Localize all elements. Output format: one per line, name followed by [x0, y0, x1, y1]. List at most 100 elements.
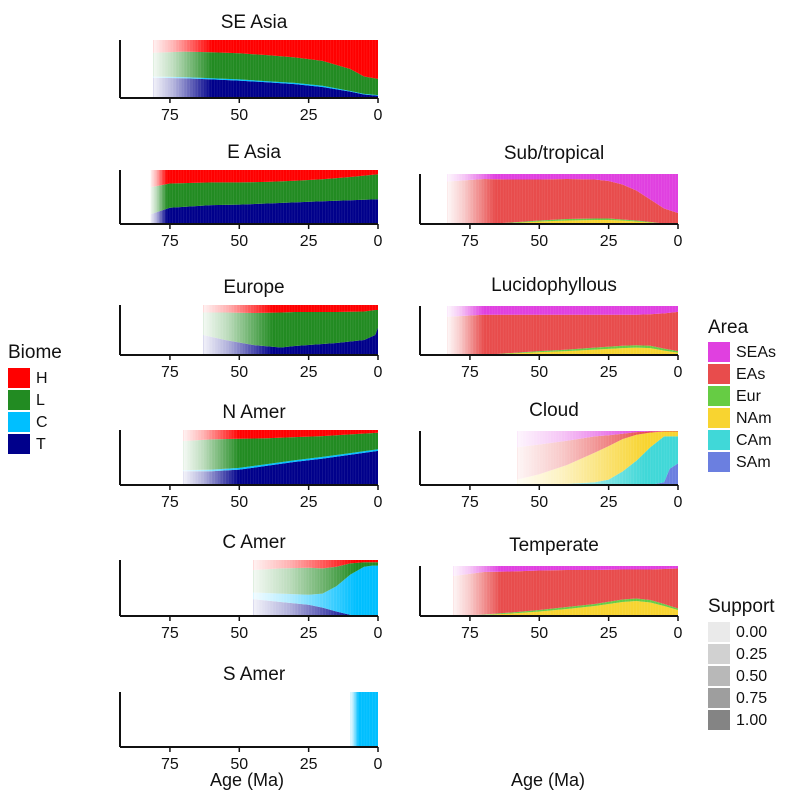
panel-title-c-amer: C Amer — [222, 532, 286, 553]
biome-label-h: H — [36, 370, 48, 387]
area-swatch-nam — [708, 408, 730, 428]
x-tick-label-c-amer-75: 75 — [161, 625, 179, 642]
area-legend: Area SEAs EAs Eur NAm CAm SAm — [708, 317, 776, 472]
x-tick-label-cloud-75: 75 — [461, 494, 479, 511]
area-sub-tropical-eas — [447, 179, 678, 224]
area-e-asia-l — [150, 174, 378, 215]
x-tick-label-s-amer-50: 50 — [230, 756, 248, 773]
panel-title-temperate: Temperate — [509, 535, 599, 556]
panel-title-cloud: Cloud — [529, 400, 579, 421]
x-tick-label-cloud-25: 25 — [600, 494, 618, 511]
panel-title-se-asia: SE Asia — [221, 12, 288, 33]
panel-s-amer: S Amer 75 50 25 0 — [119, 664, 383, 773]
area-temperate-eur — [453, 598, 678, 616]
area-lucidophyllous-nam — [447, 347, 678, 355]
x-tick-label-lucidophyllous-0: 0 — [674, 364, 683, 381]
support-legend: Support 0.00 0.25 0.50 0.75 1.00 — [708, 596, 775, 730]
support-swatch-2 — [708, 666, 730, 686]
support-fade-e-asia — [150, 170, 168, 224]
support-fade-s-amer — [350, 692, 359, 747]
area-swatch-cam — [708, 430, 730, 450]
x-tick-label-europe-75: 75 — [161, 364, 179, 381]
x-tick-label-lucidophyllous-75: 75 — [461, 364, 479, 381]
x-tick-label-temperate-75: 75 — [461, 625, 479, 642]
panel-lucidophyllous: Lucidophyllous 75 50 25 0 — [419, 275, 683, 381]
area-e-asia-h — [150, 170, 378, 188]
support-legend-title: Support — [708, 596, 775, 617]
area-cloud-sam — [517, 463, 678, 485]
area-label-cam: CAm — [736, 432, 772, 449]
panel-n-amer: N Amer 75 50 25 0 — [119, 402, 383, 511]
x-axis-title-left: Age (Ma) — [210, 770, 284, 790]
biome-swatch-c — [8, 412, 30, 432]
stacked-areas-lucidophyllous — [447, 306, 678, 355]
x-tick-label-n-amer-50: 50 — [230, 494, 248, 511]
panel-title-s-amer: S Amer — [223, 664, 286, 685]
panel-europe: Europe 75 50 25 0 — [119, 277, 383, 381]
x-tick-label-cloud-50: 50 — [530, 494, 548, 511]
x-tick-label-n-amer-0: 0 — [374, 494, 383, 511]
x-tick-label-sub-tropical-25: 25 — [600, 233, 618, 250]
x-tick-label-se-asia-25: 25 — [300, 107, 318, 124]
panel-title-n-amer: N Amer — [222, 402, 286, 423]
support-swatch-1 — [708, 644, 730, 664]
panel-title-e-asia: E Asia — [227, 142, 281, 163]
area-label-sam: SAm — [736, 454, 771, 471]
stacked-areas-e-asia — [150, 170, 378, 224]
x-tick-label-europe-50: 50 — [230, 364, 248, 381]
x-tick-label-e-asia-25: 25 — [300, 233, 318, 250]
support-fade-lucidophyllous — [447, 306, 484, 355]
biome-legend-title: Biome — [8, 342, 62, 363]
x-tick-label-europe-0: 0 — [374, 364, 383, 381]
x-tick-label-e-asia-0: 0 — [374, 233, 383, 250]
x-tick-label-europe-25: 25 — [300, 364, 318, 381]
support-swatch-0 — [708, 622, 730, 642]
x-tick-label-temperate-0: 0 — [674, 625, 683, 642]
biome-swatch-l — [8, 390, 30, 410]
panel-e-asia: E Asia 75 50 25 0 — [119, 142, 383, 250]
x-tick-label-cloud-0: 0 — [674, 494, 683, 511]
x-tick-label-e-asia-75: 75 — [161, 233, 179, 250]
x-tick-label-s-amer-0: 0 — [374, 756, 383, 773]
x-tick-label-lucidophyllous-50: 50 — [530, 364, 548, 381]
x-tick-label-c-amer-0: 0 — [374, 625, 383, 642]
area-swatch-seas — [708, 342, 730, 362]
panel-sub-tropical: Sub/tropical 75 50 25 0 — [419, 143, 683, 250]
x-tick-label-n-amer-75: 75 — [161, 494, 179, 511]
support-fade-c-amer — [253, 560, 356, 616]
support-label-2: 0.50 — [736, 668, 767, 685]
stacked-areas-temperate — [453, 566, 678, 616]
biome-swatch-t — [8, 434, 30, 454]
biome-label-c: C — [36, 414, 48, 431]
panel-grid: SE Asia 75 50 25 0 E Asia 75 50 25 0 Europe 75 50 25 0… — [119, 12, 683, 773]
area-temperate-seas — [453, 566, 678, 576]
x-tick-label-s-amer-75: 75 — [161, 756, 179, 773]
area-temperate-nam — [453, 601, 678, 616]
bar-separators-lucidophyllous — [447, 306, 676, 355]
area-lucidophyllous-seas — [447, 306, 678, 317]
biome-swatch-h — [8, 368, 30, 388]
area-swatch-eur — [708, 386, 730, 406]
panel-title-sub-tropical: Sub/tropical — [504, 143, 604, 164]
panel-title-lucidophyllous: Lucidophyllous — [491, 275, 617, 296]
x-tick-label-lucidophyllous-25: 25 — [600, 364, 618, 381]
support-fade-temperate — [453, 566, 501, 616]
x-tick-label-se-asia-0: 0 — [374, 107, 383, 124]
panel-c-amer: C Amer 75 50 25 0 — [119, 532, 383, 642]
area-label-seas: SEAs — [736, 344, 776, 361]
support-swatch-3 — [708, 688, 730, 708]
area-legend-title: Area — [708, 317, 749, 338]
support-fade-n-amer — [183, 430, 240, 485]
x-tick-label-c-amer-50: 50 — [230, 625, 248, 642]
x-tick-label-temperate-50: 50 — [530, 625, 548, 642]
x-tick-label-sub-tropical-75: 75 — [461, 233, 479, 250]
panel-cloud: Cloud 75 50 25 0 — [419, 400, 683, 511]
support-label-4: 1.00 — [736, 712, 767, 729]
area-sub-tropical-eur — [447, 218, 678, 224]
support-label-1: 0.25 — [736, 646, 767, 663]
biome-label-t: T — [36, 436, 46, 453]
area-swatch-sam — [708, 452, 730, 472]
area-e-asia-t — [150, 199, 378, 224]
